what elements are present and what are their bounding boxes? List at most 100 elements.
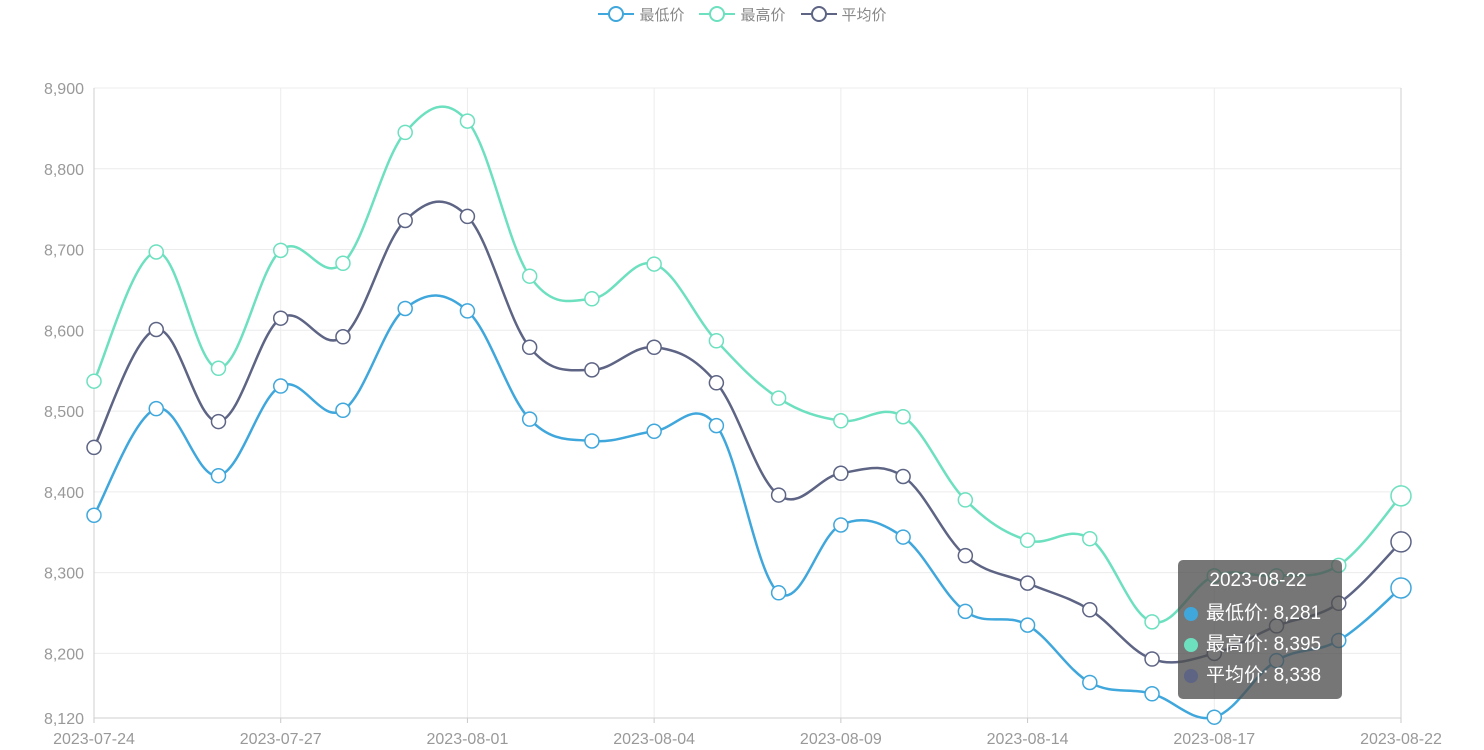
tooltip-row-name: 平均价 <box>1206 665 1264 686</box>
y-tick-label: 8,200 <box>44 646 84 663</box>
legend-label-avg-price: 平均价 <box>841 6 887 24</box>
tooltip-dot-icon <box>1184 637 1198 652</box>
data-point-avg-price[interactable] <box>86 439 102 456</box>
data-point-avg-price[interactable] <box>148 321 164 338</box>
series-line-max-price <box>92 105 1402 624</box>
data-point-max-price[interactable] <box>1144 614 1160 630</box>
data-point-max-price[interactable] <box>1082 530 1098 547</box>
legend-line-circle-icon <box>598 6 635 22</box>
data-point-max-price[interactable] <box>1019 532 1036 549</box>
data-point-min-price[interactable] <box>335 402 351 419</box>
tooltip-title: 2023-08-22 <box>1209 570 1307 591</box>
tooltip-row-value: 8,281 <box>1273 603 1322 624</box>
data-point-avg-price[interactable] <box>335 329 351 345</box>
data-point-avg-price[interactable] <box>957 547 974 564</box>
data-point-min-price[interactable] <box>646 423 662 440</box>
tooltip-row-value: 8,338 <box>1273 665 1322 686</box>
data-point-min-price[interactable] <box>708 417 725 434</box>
y-tick-label: 8,300 <box>44 566 84 583</box>
data-point-avg-price[interactable] <box>459 208 476 225</box>
data-point-min-price[interactable] <box>957 603 974 620</box>
axis-layer: 8,120 8,200 8,300 8,400 8,500 8,600 8,700 8,800… <box>44 81 1442 748</box>
data-point-min-price[interactable] <box>895 529 911 545</box>
legend-label-min-price: 最低价 <box>639 6 685 24</box>
data-point-min-price[interactable] <box>1390 577 1412 599</box>
data-point-avg-price[interactable] <box>1144 651 1160 667</box>
data-point-min-price[interactable] <box>86 507 102 524</box>
data-point-avg-price[interactable] <box>397 212 413 229</box>
legend-item-avg-price[interactable]: 平均价 <box>800 4 887 25</box>
grid-layer <box>93 87 1402 719</box>
data-point-avg-price[interactable] <box>895 468 911 485</box>
tooltip-row-avg-price: 平均价: 8,338 <box>1184 660 1332 691</box>
data-point-avg-price[interactable] <box>584 362 600 378</box>
x-tick-label: 2023-08-09 <box>800 731 882 748</box>
x-tick-label: 2023-08-17 <box>1173 731 1255 748</box>
x-tick-label: 2023-08-14 <box>987 731 1069 748</box>
data-point-max-price[interactable] <box>895 408 911 425</box>
data-point-min-price[interactable] <box>148 400 164 417</box>
data-point-max-price[interactable] <box>1390 485 1412 507</box>
legend-item-max-price[interactable]: 最高价 <box>698 4 786 25</box>
x-tick-label: 2023-07-24 <box>53 731 135 748</box>
data-point-min-price[interactable] <box>584 433 600 449</box>
legend-line-circle-icon <box>699 6 736 22</box>
data-point-max-price[interactable] <box>459 113 476 129</box>
data-point-avg-price[interactable] <box>1390 531 1412 553</box>
y-tick-label: 8,500 <box>44 404 84 421</box>
tooltip-row-max-price: 最高价: 8,395 <box>1184 629 1332 660</box>
y-tick-label: 8,600 <box>44 323 84 340</box>
data-point-max-price[interactable] <box>646 256 662 272</box>
data-point-min-price[interactable] <box>1019 617 1036 633</box>
legend-item-min-price[interactable]: 最低价 <box>597 4 684 25</box>
y-tick-label: 8,700 <box>44 243 84 260</box>
x-tick-label: 2023-07-27 <box>240 731 322 748</box>
data-point-avg-price[interactable] <box>521 339 538 356</box>
data-point-max-price[interactable] <box>708 333 725 349</box>
data-point-min-price[interactable] <box>459 303 476 319</box>
data-point-max-price[interactable] <box>148 244 164 260</box>
x-tick-label: 2023-08-04 <box>613 731 695 748</box>
tooltip-dot-icon <box>1184 606 1198 621</box>
data-point-avg-price[interactable] <box>272 310 289 326</box>
tooltip-row-name: 最高价 <box>1206 634 1264 655</box>
data-point-max-price[interactable] <box>272 242 289 259</box>
data-point-min-price[interactable] <box>272 378 289 394</box>
y-tick-label: 8,900 <box>44 81 84 98</box>
legend: 最低价 最高价 平均价 <box>0 2 1484 26</box>
data-point-avg-price[interactable] <box>646 339 662 356</box>
data-point-min-price[interactable] <box>1144 686 1160 702</box>
data-point-max-price[interactable] <box>397 124 413 141</box>
data-point-avg-price[interactable] <box>708 375 725 391</box>
tooltip-row-name: 最低价 <box>1206 603 1264 624</box>
data-point-avg-price[interactable] <box>210 413 227 430</box>
data-point-max-price[interactable] <box>210 360 227 377</box>
data-point-avg-price[interactable] <box>770 487 787 503</box>
data-point-max-price[interactable] <box>833 413 849 429</box>
data-point-min-price[interactable] <box>210 467 227 484</box>
y-tick-label: 8,400 <box>44 485 84 502</box>
data-point-max-price[interactable] <box>770 390 787 406</box>
data-point-min-price[interactable] <box>770 585 787 601</box>
tooltip-row-value: 8,395 <box>1273 634 1322 655</box>
tooltip-dot-icon <box>1184 668 1198 683</box>
x-tick-label: 2023-08-01 <box>427 731 509 748</box>
data-point-min-price[interactable] <box>833 517 849 533</box>
data-point-max-price[interactable] <box>957 492 974 508</box>
data-point-min-price[interactable] <box>1206 709 1223 725</box>
data-point-min-price[interactable] <box>397 300 413 317</box>
tooltip: 2023-08-22 最低价: 8,281 最高价: 8,395 平均价: 8,… <box>1178 560 1342 699</box>
data-point-avg-price[interactable] <box>1019 575 1036 591</box>
data-point-max-price[interactable] <box>335 255 351 272</box>
data-point-max-price[interactable] <box>584 291 600 307</box>
data-point-max-price[interactable] <box>521 268 538 284</box>
legend-label-max-price: 最高价 <box>740 6 786 24</box>
y-tick-label: 8,120 <box>44 711 84 728</box>
legend-line-circle-icon <box>800 6 837 22</box>
x-tick-label: 2023-08-22 <box>1360 731 1442 748</box>
data-point-avg-price[interactable] <box>833 465 849 482</box>
data-point-min-price[interactable] <box>1082 674 1098 691</box>
data-point-min-price[interactable] <box>521 411 538 427</box>
data-point-avg-price[interactable] <box>1082 602 1098 618</box>
data-point-max-price[interactable] <box>86 373 102 389</box>
